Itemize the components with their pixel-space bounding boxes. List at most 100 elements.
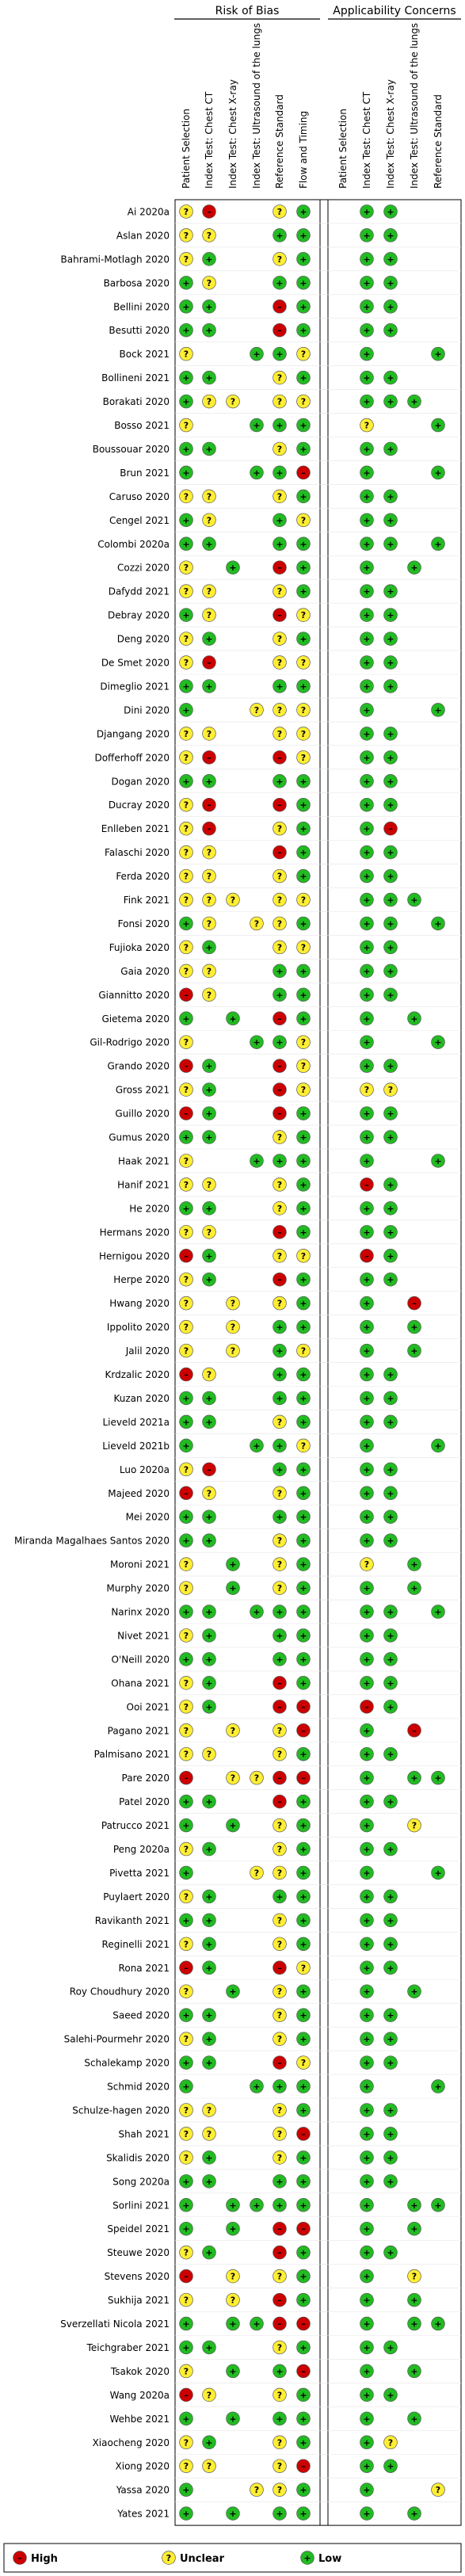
mark-unclear [179,2127,193,2141]
mark-low [407,1557,421,1571]
mark-low-symbol: + [182,1204,189,1214]
study-label: Teichgraber 2021 [86,2342,170,2353]
mark-high [273,1676,287,1690]
mark-unclear [179,2032,193,2046]
mark-low-symbol: + [387,1275,394,1285]
mark-low-symbol: + [410,1986,417,1997]
mark-low [226,2316,240,2331]
mark-high [179,1960,193,1975]
mark-low-symbol: + [363,586,370,597]
mark-low-symbol: + [363,2082,370,2092]
mark-low-symbol: + [205,373,212,384]
mark-low-symbol: + [363,681,370,692]
mark-low [179,2008,193,2022]
mark-unclear [273,1581,287,1595]
mark-low [407,1984,421,1998]
mark-high [360,1249,374,1263]
mark-low [273,1628,287,1643]
mark-unclear [296,1343,311,1358]
mark-low-symbol: + [299,990,307,1000]
mark-low [179,276,193,290]
mark-low [360,940,374,955]
mark-unclear-symbol: ? [184,753,189,763]
mark-low-symbol: + [205,1607,212,1617]
mark-low-symbol: + [363,1370,370,1380]
mark-high-symbol: – [184,1488,189,1498]
mark-unclear-symbol: ? [184,800,189,811]
mark-unclear [273,1533,287,1548]
mark-low [360,1296,374,1311]
mark-low-symbol: + [387,1678,394,1689]
mark-unclear [202,1177,216,1192]
mark-unclear-symbol: ? [301,1963,306,1973]
mark-low [360,2411,374,2426]
mark-low-symbol: + [363,1322,370,1333]
mark-low [407,2221,421,2236]
study-label: Bock 2021 [120,349,170,360]
study-label: Dogan 2020 [111,776,170,787]
mark-unclear-symbol: ? [277,729,282,739]
mark-low [383,1746,398,1761]
mark-unclear-symbol: ? [231,2296,235,2306]
mark-low [383,394,398,409]
mark-unclear [226,1770,240,1785]
mark-unclear-symbol: ? [412,2272,417,2282]
mark-low [431,916,445,931]
mark-high-symbol: – [277,1773,282,1784]
mark-low [296,1984,311,1998]
mark-low [360,346,374,361]
mark-low [296,1794,311,1809]
mark-low [360,2032,374,2046]
mark-low [407,1770,421,1785]
mark-low [296,2387,311,2402]
mark-unclear-symbol: ? [301,942,306,952]
mark-low-symbol: + [410,2296,417,2306]
mark-unclear-symbol: ? [207,848,212,858]
mark-low-symbol: + [387,586,394,597]
mark-low [383,964,398,979]
mark-low [296,1272,311,1287]
mark-low [296,797,311,812]
mark-unclear [202,2103,216,2117]
mark-unclear-symbol: ? [301,729,306,739]
mark-low-symbol: + [363,942,370,952]
mark-low [179,774,193,788]
mark-low-symbol: + [434,1156,441,1166]
mark-low-symbol: + [363,1939,370,1949]
study-label: Pivetta 2021 [109,1868,170,1879]
mark-low-symbol: + [205,539,212,549]
study-label: Yates 2021 [116,2509,170,2520]
mark-low [296,418,311,433]
mark-low [296,2435,311,2450]
study-label: Skalidis 2020 [106,2152,170,2163]
mark-unclear-symbol: ? [277,705,282,716]
study-label: Wehbe 2021 [109,2414,170,2425]
mark-high-symbol: – [301,1773,306,1784]
mark-low [360,2079,374,2093]
mark-low [296,1581,311,1595]
mark-low [360,513,374,528]
study-label: Schalekamp 2020 [84,2058,170,2069]
mark-unclear [296,513,311,528]
column-header: Patient Selection [181,109,192,189]
mark-low-symbol: + [182,2082,189,2092]
mark-high-symbol: – [412,1726,417,1736]
mark-high [273,2316,287,2331]
mark-low-symbol: + [205,942,212,952]
mark-low-symbol: + [182,278,189,288]
mark-low [202,774,216,788]
mark-low-symbol: + [182,1393,189,1403]
mark-unclear-symbol: ? [184,942,189,952]
mark-low [296,1605,311,1619]
mark-low-symbol: + [299,918,307,929]
mark-low-symbol: + [363,1013,370,1024]
mark-unclear [179,252,193,266]
mark-low-symbol: + [182,2224,189,2234]
mark-low-symbol: + [387,918,394,929]
mark-low-symbol: + [410,1583,417,1593]
mark-high-symbol: – [184,1773,189,1784]
mark-unclear [179,2150,193,2165]
mark-unclear-symbol: ? [388,1085,393,1095]
mark-high [360,1177,374,1192]
mark-low [383,536,398,551]
